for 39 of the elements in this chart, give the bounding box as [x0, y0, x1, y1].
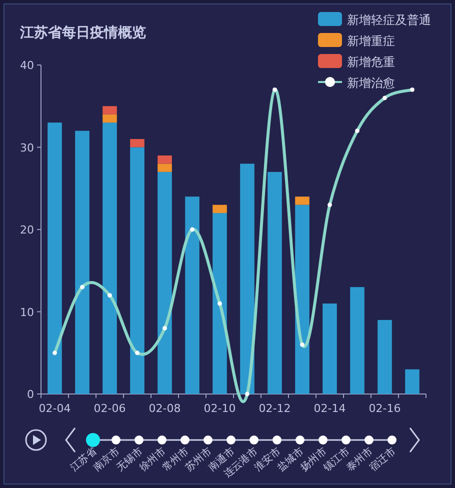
y-tick-label: 20 [20, 224, 34, 236]
bar [130, 147, 144, 394]
timeline: 江苏省 南京市 无锡市 徐州市 常州市 苏州市 南通市 连云港市 淮安市 盐城市 扬州市 镇江市 泰州市 宿迁市 [25, 428, 420, 480]
bar [158, 164, 172, 172]
x-tick-label: 02-04 [38, 402, 71, 415]
bar [102, 114, 117, 123]
bar [378, 320, 392, 394]
legend-label: 新增轻症及普通 [347, 13, 431, 27]
bar [130, 139, 144, 148]
y-tick-label: 10 [20, 306, 34, 319]
x-tick-label: 02-16 [368, 402, 401, 415]
bar [405, 369, 420, 394]
bar [295, 204, 310, 394]
bar [102, 106, 117, 114]
bar [350, 287, 364, 394]
bar [212, 213, 227, 394]
y-tick-label: 40 [20, 59, 34, 72]
bar [212, 204, 227, 214]
x-tick-label: 02-08 [148, 402, 181, 415]
title: 江苏省每日疫情概览 [20, 25, 146, 41]
legend-label: 新增重症 [347, 34, 395, 48]
bar [48, 122, 62, 394]
bar [102, 122, 117, 394]
y-tick-label: 30 [20, 141, 34, 154]
bar [158, 155, 172, 164]
y-tick-label: 0 [27, 388, 34, 401]
bar [322, 304, 337, 394]
bar [268, 172, 282, 394]
x-tick-label: 02-06 [94, 402, 126, 415]
legend-label: 新增危重 [347, 55, 395, 69]
bar [75, 130, 90, 394]
bar [240, 164, 254, 394]
bar [158, 172, 172, 394]
bar [185, 196, 200, 394]
legend-label: 新增治愈 [347, 76, 395, 90]
x-tick-label: 02-14 [314, 402, 346, 415]
x-tick-label: 02-12 [258, 402, 291, 415]
x-tick-label: 02-10 [204, 402, 236, 415]
bar [295, 196, 310, 205]
